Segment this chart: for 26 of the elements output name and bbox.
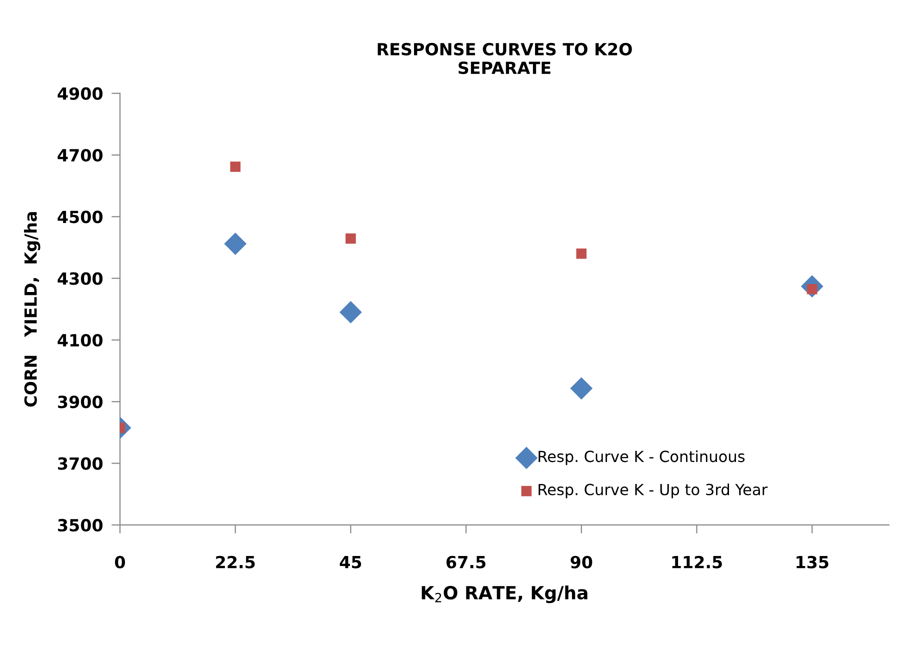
point — [224, 232, 247, 255]
legend-label: Resp. Curve K - Up to 3rd Year — [538, 483, 768, 498]
x-tick-label: 135 — [796, 556, 828, 568]
x-axis-title: K$_{2}$O RATE, Kg/ha — [422, 586, 588, 604]
y-tick-label: 4700 — [58, 148, 103, 162]
y-tick-label: 3700 — [58, 457, 103, 470]
chart-title: RESPONSE CURVES TO K2O SEPARATE — [378, 42, 632, 74]
x-tick-label: 0 — [114, 556, 125, 568]
y-tick-label: 4100 — [58, 334, 103, 347]
y-tick-label: 3900 — [58, 396, 103, 408]
y-axis-title: CORN YIELD, Kg/ha — [24, 212, 40, 407]
x-tick-label: 67.5 — [446, 556, 486, 568]
legend-label: Resp. Curve K - Continuous — [538, 450, 745, 466]
x-tick-label: 90 — [570, 556, 592, 568]
point — [339, 301, 362, 324]
y-tick-label: 4500 — [58, 210, 103, 224]
point — [346, 233, 356, 244]
y-tick-label: 4900 — [58, 87, 103, 100]
y-tick-label: 3500 — [58, 518, 103, 532]
x-tick-label: 22.5 — [216, 556, 255, 568]
y-tick-label: 4300 — [58, 272, 103, 285]
point — [576, 248, 587, 259]
x-tick-label: 45 — [340, 556, 362, 568]
point — [570, 377, 593, 400]
point — [230, 162, 240, 172]
x-tick-label: 112.5 — [672, 556, 722, 568]
